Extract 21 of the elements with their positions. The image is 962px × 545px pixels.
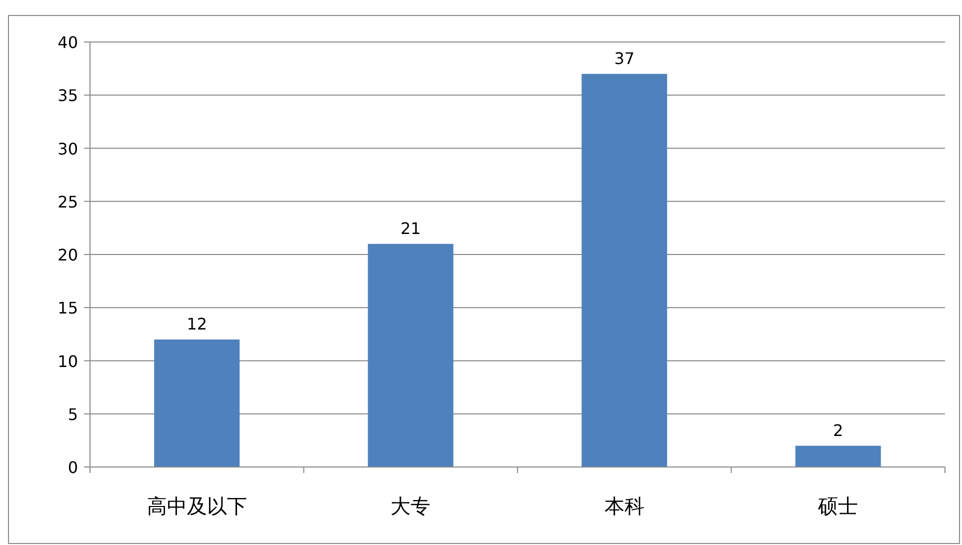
data-label: 37 [614,48,635,68]
x-tick-label: 大专 [390,494,431,518]
bar [154,340,240,467]
data-label: 21 [400,218,421,238]
y-tick-label: 10 [58,352,78,371]
y-tick-label: 20 [58,246,78,264]
y-tick-label: 25 [58,192,78,212]
y-tick-label: 0 [68,458,78,477]
y-tick-label: 15 [58,298,78,318]
x-tick-label: 高中及以下 [146,494,247,518]
data-label: 2 [833,420,844,440]
y-tick-label: 30 [58,139,78,158]
bar [368,244,454,467]
y-tick-label: 35 [58,86,78,106]
x-tick-label: 本科 [604,494,644,518]
bar [582,74,668,467]
data-label: 12 [186,314,208,334]
bar [795,446,881,467]
x-tick-label: 硕士 [817,494,858,518]
y-tick-label: 40 [58,33,78,52]
y-tick-label: 5 [68,404,78,424]
